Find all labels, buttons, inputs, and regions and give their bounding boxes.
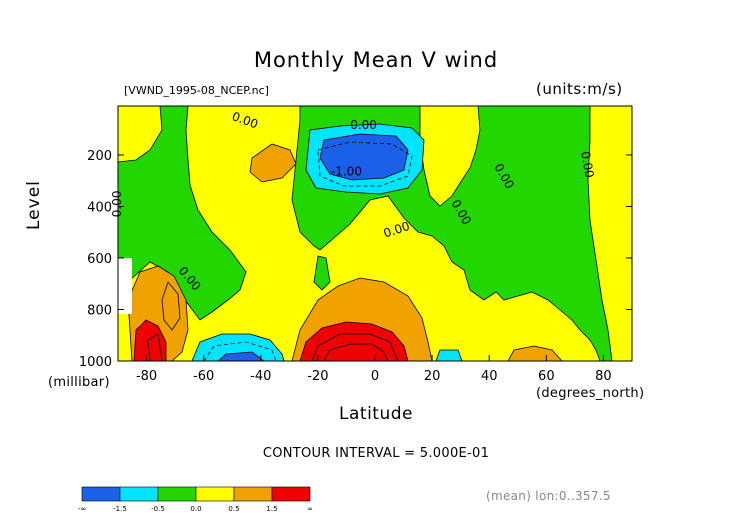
y-tick-label: 200: [87, 149, 112, 164]
yellow-region-upper-right: [419, 106, 481, 207]
cyan-region-lower: [191, 333, 285, 361]
y-tick-label: 1000: [79, 355, 112, 370]
missing-data-area: [118, 258, 132, 314]
blue-region-lower: [217, 351, 265, 361]
y-axis-units: (millibar): [48, 375, 110, 390]
solid-contour-orange-pole: [161, 281, 181, 331]
x-tick-label: 80: [595, 369, 612, 384]
legend-tick-label: -1.5: [113, 505, 127, 513]
contour-label: -1.00: [331, 165, 362, 179]
legend-swatch: [195, 486, 235, 502]
x-tick-label: -20: [307, 369, 328, 384]
legend-tick-label: ∞: [307, 505, 313, 513]
y-tick-label: 400: [87, 200, 112, 215]
legend-tick-label: 0.0: [190, 505, 201, 513]
legend-tick-label: -∞: [78, 505, 86, 513]
x-axis-units: (degrees_north): [536, 386, 645, 401]
contour-label: 0.00: [578, 150, 596, 179]
x-tick-label: 40: [481, 369, 498, 384]
x-tick-label: 20: [424, 369, 441, 384]
x-tick-label: 60: [538, 369, 555, 384]
red-region-surface: [299, 321, 409, 361]
averaging-stat-text: (mean) lon:0..357.5: [486, 489, 611, 503]
x-tick-label: -40: [250, 369, 271, 384]
red-region-southern-pole: [133, 319, 167, 361]
y-tick-label: 600: [87, 252, 112, 267]
x-tick-label: 0: [371, 369, 379, 384]
legend-tick-label: 1.5: [266, 505, 277, 513]
x-tick-label: -60: [193, 369, 214, 384]
chart-title: Monthly Mean V wind: [253, 48, 499, 72]
contour-interval-text: CONTOUR INTERVAL = 5.000E-01: [262, 446, 490, 461]
cyan-region-small: [435, 349, 463, 361]
solid-contour-pole: [147, 333, 163, 361]
yellow-region-central: [118, 106, 601, 361]
solid-contour-red-1: [311, 333, 399, 361]
blue-region-upper: [319, 133, 409, 181]
legend-swatch: [157, 486, 197, 502]
yellow-region-right-edge: [587, 106, 632, 361]
x-tick-label: -80: [136, 369, 157, 384]
legend-swatch: [233, 486, 273, 502]
contour-label: 0.00: [350, 118, 377, 132]
legend-swatch: [81, 486, 121, 502]
dataset-label: [VWND_1995-08_NCEP.nc]: [124, 84, 269, 97]
solid-contour-red-2: [323, 343, 389, 361]
legend-tick-label: -0.5: [151, 505, 165, 513]
units-label: (units:m/s): [536, 80, 623, 98]
yellow-region-left-upper: [118, 106, 163, 163]
legend-tick-label: 0.5: [228, 505, 239, 513]
legend-swatch: [119, 486, 159, 502]
orange-region-right-surface: [507, 345, 563, 361]
y-tick-label: 800: [87, 303, 112, 318]
contour-label: 0.00: [110, 191, 124, 218]
x-axis-label: Latitude: [339, 404, 413, 424]
green-notch: [313, 255, 331, 291]
legend-swatch: [271, 486, 311, 502]
dashed-contour-lower: [203, 341, 277, 361]
orange-region-upper: [249, 143, 297, 183]
